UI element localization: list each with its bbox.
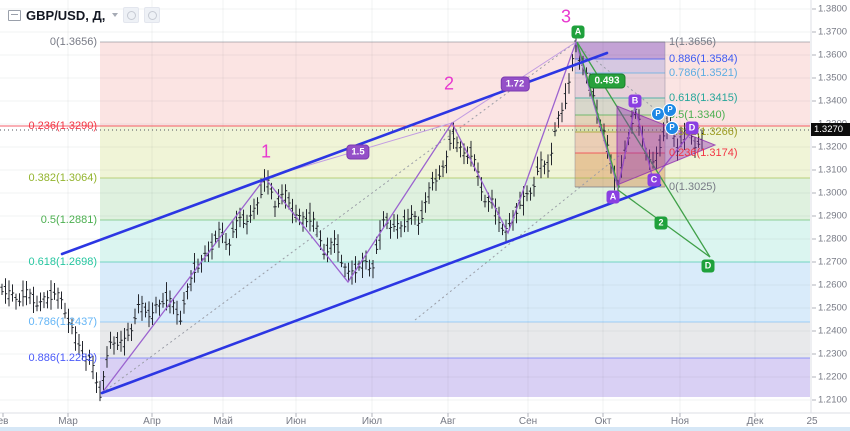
time-axis-label: 25 <box>806 416 818 427</box>
time-axis-label: Мар <box>58 416 78 427</box>
time-axis-label: Май <box>213 416 233 427</box>
time-axis-label: Июл <box>361 416 383 427</box>
ratio-label-0-493[interactable]: 0.493 <box>588 73 626 89</box>
time-axis-label: Апр <box>143 416 161 427</box>
position-badge-p3[interactable]: P <box>665 121 679 135</box>
collapse-pane-icon[interactable] <box>8 9 21 21</box>
fib-level-label: 0.618(1.3415) <box>669 92 738 104</box>
price-axis-label: 1.3800 <box>818 3 848 15</box>
point-badge-a-green[interactable]: A <box>571 25 585 39</box>
dotted-base[interactable] <box>101 41 577 394</box>
channel-lower[interactable] <box>100 183 662 395</box>
symbol-header: GBP/USD, Д, <box>8 7 161 23</box>
time-axis-label: Ноя <box>670 416 690 427</box>
ratio-label-1-72[interactable]: 1.72 <box>500 76 530 92</box>
price-axis-label: 1.3100 <box>818 164 848 176</box>
price-axis-label: 1.2700 <box>818 256 848 268</box>
wave-label-3[interactable]: 3 <box>560 6 572 27</box>
dotted-peak-right[interactable] <box>576 44 701 147</box>
symbol-title[interactable]: GBP/USD, Д, <box>26 7 106 23</box>
fib-band <box>100 322 810 358</box>
price-axis-label: 1.3500 <box>818 72 848 84</box>
point-badge-2-green[interactable]: 2 <box>654 216 668 230</box>
chart-quick-button-2[interactable] <box>144 7 161 23</box>
fib-level-label: 0.382(1.3064) <box>28 172 98 184</box>
wave-label-2[interactable]: 2 <box>443 73 455 94</box>
fib-level-label: 0.786(1.2437) <box>28 316 98 328</box>
elliott-zigzag-line[interactable] <box>101 39 694 394</box>
current-price-value: 1.3270 <box>814 124 844 135</box>
point-badge-b[interactable]: B <box>628 94 642 108</box>
fib-band <box>100 178 810 220</box>
fib-level-label: 0.786(1.3521) <box>669 67 738 79</box>
price-axis-label: 1.2200 <box>818 371 848 383</box>
price-axis-label: 1.2900 <box>818 210 848 222</box>
point-badge-d-green[interactable]: D <box>701 259 715 273</box>
circle-icon <box>126 10 136 20</box>
time-axis-label: Дек <box>746 416 764 427</box>
fib-band <box>100 358 810 397</box>
time-axis-label: Окт <box>594 416 612 427</box>
current-price-tag: 1.3270 <box>811 123 850 136</box>
position-badge-p2[interactable]: P <box>663 103 677 117</box>
circle-icon <box>147 10 157 20</box>
price-axis-label: 1.3400 <box>818 95 848 107</box>
price-axis-label: 1.3700 <box>818 26 848 38</box>
fib-level-label: 0.5(1.3340) <box>669 109 726 121</box>
point-badge-d-purple[interactable]: D <box>685 121 699 135</box>
point-badge-a-purple[interactable]: A <box>606 190 620 204</box>
fib-band <box>100 42 810 126</box>
time-axis-label: ев <box>0 416 9 427</box>
fib-band <box>575 42 665 59</box>
fib-level-label: 0(1.3025) <box>669 181 717 193</box>
price-axis-label: 1.3200 <box>818 141 848 153</box>
price-axis-label: 1.2100 <box>818 394 848 406</box>
time-axis-label: Сен <box>518 416 538 427</box>
price-axis-label: 1.2400 <box>818 325 848 337</box>
fib-level-label: 0.618(1.2698) <box>28 256 98 268</box>
bottom-strip <box>0 427 850 431</box>
ratio-label-1-5[interactable]: 1.5 <box>346 144 370 160</box>
price-axis-label: 1.3600 <box>818 49 848 61</box>
fib-band <box>575 59 665 73</box>
fib-level-label: 0.886(1.2282) <box>28 352 98 364</box>
time-axis-label: Июн <box>285 416 307 427</box>
price-axis-label: 1.3000 <box>818 187 848 199</box>
fib-level-label: 0.236(1.3290) <box>28 120 98 132</box>
fib-level-label: 0(1.3656) <box>49 36 97 48</box>
point-badge-c[interactable]: C <box>647 173 661 187</box>
impulse-a[interactable] <box>576 41 620 189</box>
fib-level-label: 1(1.3656) <box>669 36 717 48</box>
fib-band <box>100 262 810 322</box>
price-axis-label: 1.2800 <box>818 233 848 245</box>
price-axis-label: 1.2600 <box>818 279 848 291</box>
price-axis-label: 1.2300 <box>818 348 848 360</box>
chevron-down-icon[interactable] <box>112 13 119 17</box>
fib-level-label: 0.5(1.2881) <box>40 214 97 226</box>
price-axis-label: 1.2500 <box>818 302 848 314</box>
fib-level-label: 0.886(1.3584) <box>669 53 738 65</box>
fib-level-label: 0.382(1.3266) <box>669 126 738 138</box>
time-axis-label: Авг <box>440 416 456 427</box>
fib-level-label: 0.236(1.3174) <box>669 147 738 159</box>
wave-label-1[interactable]: 1 <box>260 141 272 162</box>
chart-quick-button-1[interactable] <box>123 7 140 23</box>
